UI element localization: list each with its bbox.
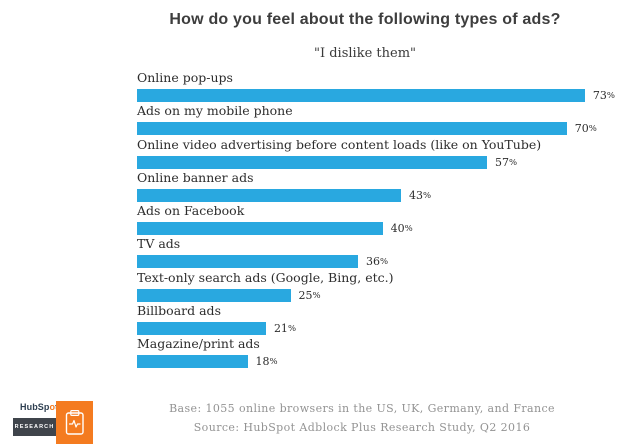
value-label: 25% <box>298 288 321 302</box>
bar <box>137 155 487 169</box>
hubspot-wordmark: HubSpot <box>20 402 58 412</box>
research-label: RESEARCH <box>13 417 56 436</box>
bar <box>137 255 359 269</box>
bar-line: 40% <box>137 222 615 235</box>
bar-row: TV ads 36% <box>137 237 615 270</box>
category-label: Online video advertising before content … <box>137 136 542 152</box>
bar <box>137 222 383 235</box>
bar-row: Online pop-ups 73% <box>137 71 615 104</box>
bar <box>137 89 585 102</box>
category-label: Ads on my mobile phone <box>137 103 293 119</box>
value-label: 36% <box>366 255 389 269</box>
bar-line: 70% <box>137 122 615 136</box>
category-label: Ads on Facebook <box>137 203 245 218</box>
bar <box>137 288 291 302</box>
bar-line: 25% <box>137 288 615 302</box>
chart-footer: Base: 1055 online browsers in the US, UK… <box>137 400 587 437</box>
category-label: Online pop-ups <box>137 70 233 85</box>
bar-line: 36% <box>137 255 615 269</box>
bar-row: Online video advertising before content … <box>137 136 615 171</box>
bar <box>137 188 402 202</box>
bar-chart: Online pop-ups 73% Ads on my mobile phone 7… <box>137 71 615 370</box>
bar <box>137 321 266 335</box>
base-note: Base: 1055 online browsers in the US, UK… <box>169 402 555 415</box>
hubspot-research-logo: HubSpot RESEARCH <box>13 396 93 448</box>
value-label: 73% <box>592 89 615 102</box>
bar-line: 18% <box>137 355 615 368</box>
bar-row: Ads on Facebook 40% <box>137 204 615 237</box>
bar-row: Text-only search ads (Google, Bing, etc.… <box>137 269 615 304</box>
category-label: Billboard ads <box>137 302 221 318</box>
category-label: Online banner ads <box>137 169 254 185</box>
bar-row: Online banner ads 43% <box>137 169 615 204</box>
category-label: TV ads <box>137 236 181 252</box>
bar-row: Ads on my mobile phone 70% <box>137 104 615 137</box>
value-label: 57% <box>494 155 518 169</box>
clipboard-pulse-icon <box>56 400 93 444</box>
category-label: Text-only search ads (Google, Bing, etc.… <box>137 269 394 285</box>
value-label: 40% <box>390 222 413 235</box>
value-label: 21% <box>273 321 297 335</box>
source-note: Source: HubSpot Adblock Plus Research St… <box>193 420 531 434</box>
bar <box>137 355 248 368</box>
chart-subtitle: "I dislike them" <box>313 46 416 61</box>
bar-row: Magazine/print ads 18% <box>137 337 615 370</box>
bar-line: 57% <box>137 155 615 169</box>
chart-title: How do you feel about the following type… <box>169 11 561 28</box>
category-label: Magazine/print ads <box>137 336 260 351</box>
bar-line: 73% <box>137 89 615 102</box>
value-label: 18% <box>255 355 278 368</box>
value-label: 70% <box>574 122 597 136</box>
bar-line: 21% <box>137 321 615 335</box>
value-label: 43% <box>409 188 432 202</box>
bar-row: Billboard ads 21% <box>137 302 615 337</box>
bar-line: 43% <box>137 188 615 202</box>
bar <box>137 122 567 136</box>
